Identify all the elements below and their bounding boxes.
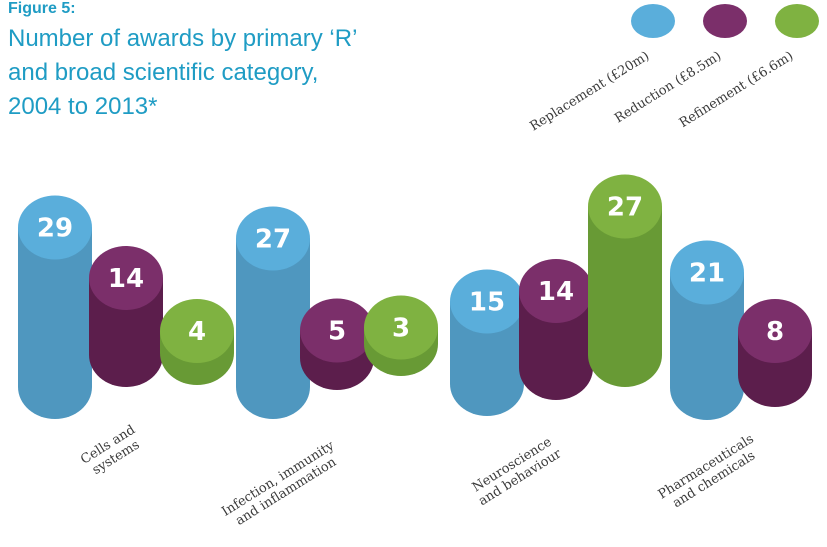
legend-label-replacement: Replacement (£20m) xyxy=(527,49,652,135)
bar-infection-immunity-and-inflammation-reduction: 5 xyxy=(300,298,374,390)
bar-pharmaceuticals-and-chemicals-reduction: 8 xyxy=(738,299,812,407)
bar-infection-immunity-and-inflammation-replacement: 27 xyxy=(236,206,310,419)
bar-cells-and-systems-refinement: 4 xyxy=(160,299,234,385)
bar-top xyxy=(588,174,662,239)
bar-neuroscience-and-behaviour-refinement: 27 xyxy=(588,174,662,387)
legend-swatch-refinement xyxy=(775,4,819,38)
bar-top xyxy=(18,195,92,260)
bar-neuroscience-and-behaviour-reduction: 14 xyxy=(519,259,593,400)
data-label: 21 xyxy=(689,259,725,289)
data-label: 14 xyxy=(538,277,574,307)
bar-body xyxy=(670,272,744,420)
bar-top xyxy=(364,295,438,360)
bar-top xyxy=(89,246,163,310)
bar-top xyxy=(236,206,310,271)
bar-pharmaceuticals-and-chemicals-replacement: 21 xyxy=(670,240,744,420)
bar-cells-and-systems-reduction: 14 xyxy=(89,246,163,387)
bar-top xyxy=(450,269,524,334)
data-label: 14 xyxy=(108,264,144,294)
figure-label: Figure 5: xyxy=(8,0,76,17)
data-label: 8 xyxy=(766,317,784,347)
data-label: 4 xyxy=(188,317,206,347)
bar-body xyxy=(18,227,92,419)
data-label: 27 xyxy=(607,193,643,223)
bar-top xyxy=(300,298,374,363)
bar-top xyxy=(519,259,593,323)
bar-cells-and-systems-replacement: 29 xyxy=(18,195,92,419)
figure-title-line-2: and broad scientific category, xyxy=(8,59,318,86)
data-label: 15 xyxy=(469,288,505,318)
data-label: 29 xyxy=(37,214,73,244)
bar-top xyxy=(160,299,234,363)
bar-top xyxy=(670,240,744,305)
bar-infection-immunity-and-inflammation-refinement: 3 xyxy=(364,295,438,376)
data-label: 3 xyxy=(392,314,410,344)
cylinder-bars: 29 14 4 27 5 3 15 14 27 21 8 xyxy=(18,174,812,420)
bar-body xyxy=(236,238,310,419)
bar-body xyxy=(588,206,662,387)
legend-swatch-replacement xyxy=(631,4,675,38)
data-label: 5 xyxy=(328,317,346,347)
figure-title-line-3: 2004 to 2013* xyxy=(8,93,157,120)
bar-top xyxy=(738,299,812,363)
figure-title-line-1: Number of awards by primary ‘R’ xyxy=(8,25,357,52)
bar-neuroscience-and-behaviour-replacement: 15 xyxy=(450,269,524,416)
data-label: 27 xyxy=(255,225,291,255)
legend: Replacement (£20m)Reduction (£8.5m)Refin… xyxy=(527,4,819,134)
legend-swatch-reduction xyxy=(703,4,747,38)
bar-body xyxy=(450,301,524,416)
